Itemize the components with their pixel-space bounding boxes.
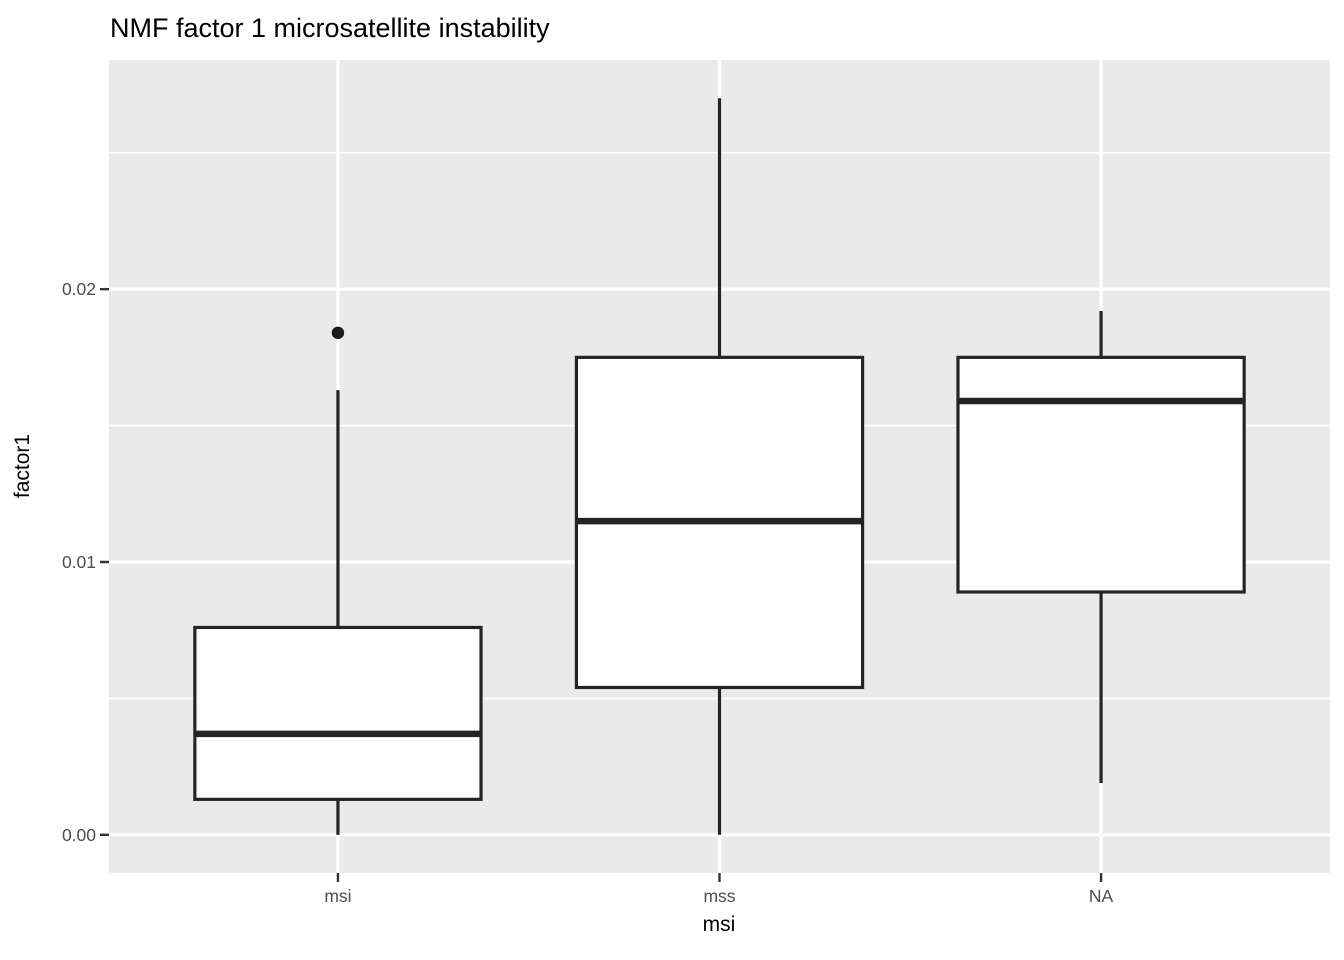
boxplot-msi xyxy=(193,326,483,835)
box-iqr xyxy=(956,355,1246,594)
boxplot-NA xyxy=(956,310,1246,783)
x-tick-label: msi xyxy=(324,886,351,906)
x-axis-title: msi xyxy=(702,913,736,936)
outlier-point xyxy=(331,326,345,340)
chart-title: NMF factor 1 microsatellite instability xyxy=(110,13,550,43)
x-tick-label: mss xyxy=(703,886,735,906)
y-axis-title: factor1 xyxy=(11,433,34,499)
y-tick-label: 0.00 xyxy=(62,825,96,845)
y-tick-label: 0.02 xyxy=(62,279,96,299)
y-tick-label: 0.01 xyxy=(62,552,96,572)
x-tick-label: NA xyxy=(1089,886,1114,906)
boxplot-mss xyxy=(574,98,865,835)
box-iqr xyxy=(193,625,483,801)
